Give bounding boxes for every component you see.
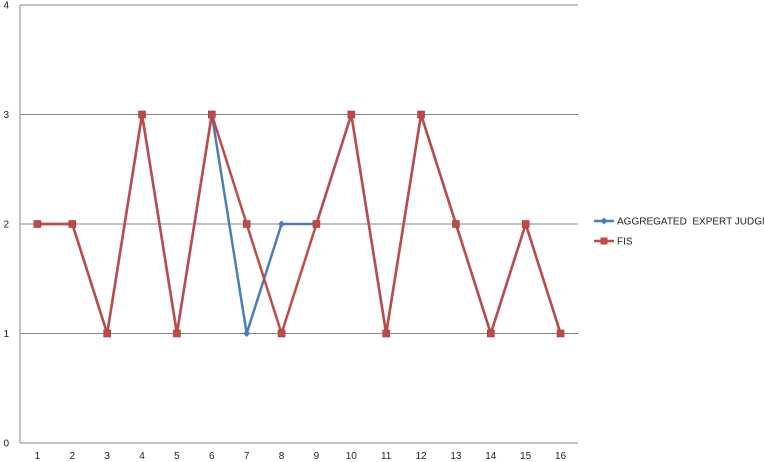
legend-item: FIS bbox=[594, 237, 633, 248]
legend-label: AGGREGATED EXPERT JUDGMENT bbox=[617, 217, 764, 228]
x-tick-label: 9 bbox=[314, 451, 320, 462]
x-tick-label: 6 bbox=[209, 451, 215, 462]
data-point-square bbox=[208, 110, 216, 119]
x-tick-labels: 1 2 3 4 5 6 7 8 9 10 11 12 13 14 15 16 bbox=[35, 451, 567, 462]
data-point-square bbox=[347, 110, 356, 119]
y-tick-label: 4 bbox=[3, 1, 9, 12]
x-tick-label: 2 bbox=[70, 451, 76, 462]
legend: AGGREGATED EXPERT JUDGMENT FIS bbox=[594, 217, 764, 248]
data-point-square bbox=[417, 110, 425, 119]
data-point-diamond bbox=[278, 220, 286, 228]
series-2 bbox=[33, 110, 565, 338]
data-point-square bbox=[68, 220, 77, 228]
x-tick-label: 8 bbox=[279, 451, 285, 462]
legend-marker-diamond bbox=[600, 217, 608, 225]
y-tick-label: 2 bbox=[3, 220, 9, 231]
data-point-square bbox=[33, 220, 42, 228]
series-line bbox=[37, 113, 562, 335]
y-tick-labels: 0 1 2 3 4 bbox=[3, 1, 9, 450]
data-point-diamond bbox=[243, 330, 251, 337]
data-point-square bbox=[103, 329, 111, 338]
x-tick-label: 5 bbox=[174, 451, 180, 462]
x-tick-label: 13 bbox=[450, 451, 462, 462]
x-tick-label: 1 bbox=[35, 451, 41, 462]
x-tick-label: 10 bbox=[346, 451, 358, 462]
data-point-square bbox=[312, 220, 321, 228]
x-tick-label: 12 bbox=[416, 451, 428, 462]
data-point-square bbox=[138, 110, 146, 119]
data-point-square bbox=[487, 329, 495, 338]
legend-label: FIS bbox=[617, 237, 633, 248]
y-tick-label: 1 bbox=[3, 329, 9, 340]
x-tick-label: 16 bbox=[555, 451, 567, 462]
x-tick-label: 14 bbox=[485, 451, 497, 462]
data-point-square bbox=[242, 220, 251, 228]
data-point-square bbox=[521, 220, 530, 228]
x-tick-label: 11 bbox=[381, 451, 392, 462]
x-tick-label: 7 bbox=[244, 451, 250, 462]
y-tick-label: 3 bbox=[3, 110, 9, 121]
gridlines bbox=[20, 4, 578, 334]
x-tick-label: 15 bbox=[520, 451, 532, 462]
data-point-square bbox=[277, 329, 286, 338]
series-lines bbox=[33, 110, 565, 338]
data-point-square bbox=[556, 329, 565, 338]
data-point-square bbox=[452, 220, 460, 228]
data-point-square bbox=[382, 329, 390, 338]
x-tick-label: 3 bbox=[104, 451, 110, 462]
data-point-square bbox=[173, 329, 181, 338]
x-tick-label: 4 bbox=[139, 451, 145, 462]
legend-marker-square bbox=[600, 237, 608, 245]
y-tick-label: 0 bbox=[3, 439, 9, 450]
legend-item: AGGREGATED EXPERT JUDGMENT bbox=[594, 217, 764, 228]
